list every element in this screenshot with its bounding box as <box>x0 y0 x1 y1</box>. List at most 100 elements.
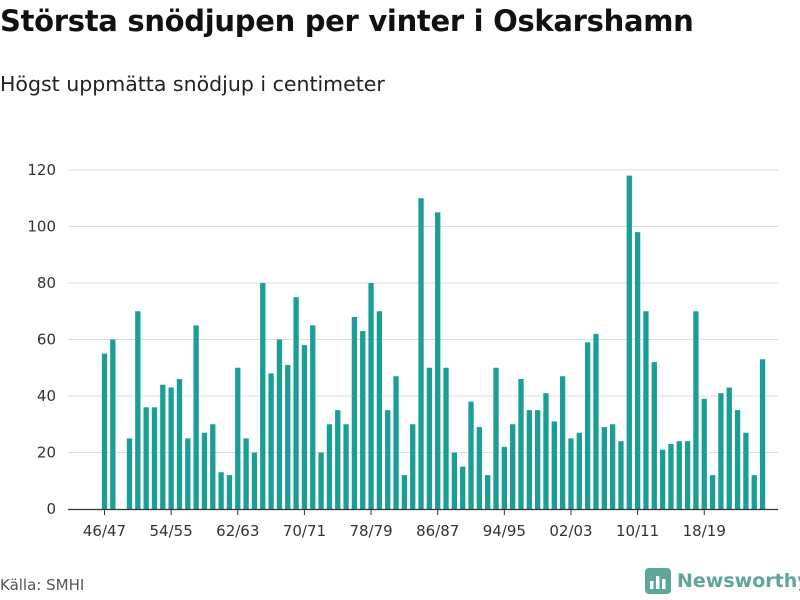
bar: 00/01: 31 <box>551 421 557 509</box>
y-tick-label: 80 <box>37 274 56 292</box>
x-tick-label: 94/95 <box>483 522 526 540</box>
bar: 90/91: 38 <box>468 401 474 509</box>
bar: 12/13: 52 <box>651 362 657 509</box>
bar: 22/23: 35 <box>734 410 741 510</box>
bar: 20/21: 41 <box>718 393 724 509</box>
bar: 62/63: 50 <box>235 367 241 509</box>
bar: 71/72: 65 <box>310 325 316 510</box>
bar: 58/59: 27 <box>201 432 208 509</box>
bar: 52/53: 36 <box>151 407 158 509</box>
bar: 97/98: 35 <box>526 410 532 510</box>
bar: 49/50: 25 <box>126 438 133 510</box>
brand-name: Newsworthy <box>677 570 800 592</box>
x-axis-ticks: 46/47 54/55 62/63 70/71 78/79 86/87 94/95 02/03… <box>83 510 726 540</box>
bar: 67/68: 60 <box>276 339 283 509</box>
bar: 24/25: 12 <box>751 475 757 509</box>
bar: 65/66: 80 <box>260 283 266 509</box>
bar: 19/20: 12 <box>709 475 716 509</box>
bar: 53/54: 44 <box>160 384 166 509</box>
y-tick-label: 60 <box>37 331 56 349</box>
bar: 04/05: 59 <box>584 342 591 509</box>
bar: 81/82: 47 <box>393 376 399 509</box>
bar: 64/65: 20 <box>251 452 258 509</box>
bar: 01/02: 47 <box>560 376 566 509</box>
bar: 92/93: 12 <box>485 475 491 509</box>
y-tick-label: 120 <box>27 161 56 179</box>
bar: 78/79: 80 <box>368 283 374 509</box>
y-axis-ticks: 0 20 40 60 80 100 120 <box>27 161 56 518</box>
bar: 72/73: 20 <box>318 452 324 509</box>
bar: 84/85: 110 <box>418 198 424 509</box>
bar: 13/14: 21 <box>659 449 666 509</box>
bar: 83/84: 30 <box>410 424 416 509</box>
bar: 95/96: 30 <box>510 424 516 509</box>
bar: 70/71: 58 <box>301 345 308 509</box>
bar: 69/70: 75 <box>293 297 299 510</box>
bar: 74/75: 35 <box>335 410 341 510</box>
bar: 02/03: 25 <box>568 438 574 510</box>
bar-chart: 0 20 40 60 80 100 120 46/47: 5547/48: 60 49/50:… <box>27 161 778 540</box>
y-tick-label: 40 <box>37 387 56 405</box>
bar: 10/11: 98 <box>634 232 641 509</box>
bar: 11/12: 70 <box>643 311 649 509</box>
bar: 51/52: 36 <box>143 407 149 509</box>
bar: 60/61: 13 <box>218 472 224 509</box>
bar: 85/86: 50 <box>426 367 433 509</box>
bar: 93/94: 50 <box>493 367 499 509</box>
bar: 05/06: 62 <box>593 333 599 509</box>
bar: 55/56: 46 <box>176 379 183 509</box>
bar: 89/90: 15 <box>460 466 466 510</box>
x-tick-label: 78/79 <box>349 522 392 540</box>
x-tick-label: 70/71 <box>283 522 326 540</box>
bar: 75/76: 30 <box>343 424 349 509</box>
x-tick-label: 86/87 <box>416 522 459 540</box>
bar: 80/81: 35 <box>385 410 391 510</box>
bar: 18/19: 39 <box>701 398 707 509</box>
bar: 25/26: 53 <box>759 359 766 509</box>
bar: 46/47: 55 <box>101 353 108 510</box>
bar: 54/55: 43 <box>168 387 174 509</box>
bar: 06/07: 29 <box>601 427 607 509</box>
bar: 57/58: 65 <box>193 325 199 510</box>
y-tick-label: 100 <box>27 218 56 236</box>
bar: 73/74: 30 <box>326 424 333 509</box>
bar: 08/09: 24 <box>618 441 624 509</box>
y-tick-label: 0 <box>46 500 56 518</box>
bar: 88/89: 20 <box>451 452 458 509</box>
x-tick-label: 54/55 <box>150 522 193 540</box>
bar: 23/24: 27 <box>743 432 749 509</box>
x-tick-label: 46/47 <box>83 522 126 540</box>
bar: 03/04: 27 <box>576 432 582 509</box>
bar: 66/67: 48 <box>268 373 274 509</box>
bar: 50/51: 70 <box>135 311 141 509</box>
x-tick-label: 18/19 <box>683 522 726 540</box>
bar: 16/17: 24 <box>684 441 691 509</box>
bar: 96/97: 46 <box>518 379 524 509</box>
chart-title: Största snödjupen per vinter i Oskarsham… <box>0 4 694 38</box>
x-tick-label: 10/11 <box>616 522 659 540</box>
x-tick-label: 02/03 <box>549 522 592 540</box>
bar: 14/15: 23 <box>668 444 674 509</box>
source-note: Källa: SMHI <box>0 576 85 594</box>
bar: 76/77: 68 <box>351 316 358 509</box>
bar: 77/78: 63 <box>360 331 366 509</box>
bar: 94/95: 22 <box>501 446 507 509</box>
bar: 79/80: 70 <box>376 311 383 509</box>
bar: 21/22: 43 <box>726 387 732 509</box>
bar: 59/60: 30 <box>210 424 216 509</box>
bar: 68/69: 51 <box>285 364 291 509</box>
bar: 17/18: 70 <box>693 311 699 509</box>
bar: 07/08: 30 <box>609 424 616 509</box>
bar: 56/57: 25 <box>185 438 191 510</box>
bar: 47/48: 60 <box>110 339 116 509</box>
bars: 46/47: 5547/48: 60 49/50: 2550/51: 7051/5… <box>101 175 766 510</box>
bar: 15/16: 24 <box>676 441 682 509</box>
bar: 87/88: 50 <box>443 367 449 509</box>
newsworthy-logo-icon <box>645 568 671 594</box>
bar: 86/87: 105 <box>435 212 441 510</box>
y-tick-label: 20 <box>37 444 56 462</box>
bar: 91/92: 29 <box>476 427 482 509</box>
bar: 61/62: 12 <box>226 475 233 509</box>
chart-subtitle: Högst uppmätta snödjup i centimeter <box>0 72 385 96</box>
bar: 98/99: 35 <box>535 410 541 510</box>
